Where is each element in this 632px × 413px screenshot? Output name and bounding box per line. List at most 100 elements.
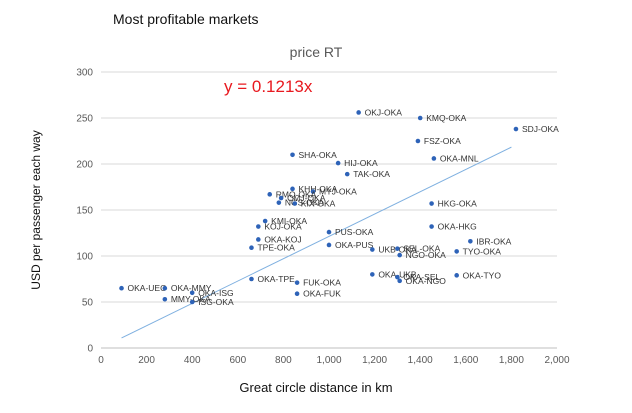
data-point [335, 160, 341, 166]
x-tick-label: 2,000 [544, 355, 569, 366]
data-point-label: OKA-MNL [440, 153, 479, 163]
y-tick-label: 100 [76, 252, 93, 263]
data-point [356, 110, 361, 115]
data-point-label: TAK-OKA [353, 169, 390, 179]
data-point [397, 278, 402, 284]
data-point-label: ISG-OKA [198, 297, 234, 307]
data-point-label: FSZ-OKA [424, 136, 461, 146]
data-point [431, 156, 437, 161]
data-point [249, 276, 254, 282]
data-point-label: OKA-MMY [171, 283, 212, 293]
y-tick-label: 300 [76, 68, 93, 79]
data-point-label: TPE-OKA [257, 243, 295, 253]
data-point-label: NGS-OKA [285, 198, 325, 208]
y-tick-label: 200 [76, 160, 93, 171]
data-point-label: PUS-OKA [335, 227, 374, 237]
data-point-label: OKA-ISG [198, 288, 233, 298]
data-point [292, 201, 298, 206]
data-point-label: CMJ-OKA [287, 193, 326, 203]
data-point-label: KMI-OKA [271, 216, 307, 226]
y-tick-label: 150 [76, 206, 93, 217]
data-point-label: OKA-NGO [406, 276, 447, 286]
data-point-label: OKA-FUK [303, 289, 341, 299]
trendline [121, 146, 512, 339]
x-tick-label: 600 [229, 355, 246, 366]
data-point-label: SEL-OKA [403, 244, 440, 254]
data-point [454, 273, 459, 278]
data-point [189, 290, 195, 296]
data-point [294, 291, 300, 297]
data-point [397, 252, 402, 258]
data-point [326, 229, 332, 235]
data-point [256, 224, 261, 229]
data-point-label: OKA-SEL [403, 272, 440, 282]
data-point [262, 218, 268, 224]
data-point-label: IBR-OKA [476, 236, 511, 246]
data-point [415, 138, 421, 144]
data-point [290, 152, 295, 158]
data-point [276, 200, 282, 205]
data-point-label: RMQ-OKA [276, 189, 317, 199]
data-point-label: KMQ-OKA [426, 113, 466, 123]
data-point [249, 245, 254, 251]
x-tick-label: 800 [275, 355, 292, 366]
y-tick-label: 250 [76, 114, 93, 125]
data-point [454, 249, 459, 254]
data-point [513, 126, 519, 132]
data-point-label: HKG-OKA [438, 199, 478, 209]
data-point-label: OKA-UEO [128, 283, 168, 293]
data-point [468, 238, 473, 244]
x-tick-label: 400 [184, 355, 201, 366]
data-point-label: OKA-TPE [257, 274, 295, 284]
x-tick-label: 0 [98, 355, 104, 366]
data-point [162, 296, 168, 302]
data-point-label: MYJ-OKA [319, 187, 357, 197]
data-point-label: OKA-TYO [463, 270, 502, 280]
x-tick-label: 200 [138, 355, 155, 366]
x-tick-label: 1,000 [316, 355, 341, 366]
data-point [290, 186, 295, 192]
y-tick-label: 50 [82, 298, 94, 309]
data-point-label: SHA-OKA [299, 150, 338, 160]
chart-title: price RT [289, 44, 343, 60]
data-point [278, 195, 284, 201]
data-point-label: SDJ-OKA [522, 124, 559, 134]
x-tick-label: 1,600 [453, 355, 478, 366]
trendline-equation: y = 0.1213x [224, 77, 313, 96]
data-point-label: KOJ-OKA [264, 222, 302, 232]
y-tick-label: 0 [87, 344, 93, 355]
data-point [294, 280, 300, 285]
data-point-label: KHH-OKA [299, 184, 338, 194]
x-axis-label: Great circle distance in km [239, 380, 393, 395]
data-point [162, 285, 168, 291]
data-point-label: OKA-KOJ [264, 234, 301, 244]
data-point [189, 299, 195, 305]
data-point [326, 242, 332, 248]
data-point [370, 272, 375, 277]
data-point [395, 274, 400, 280]
x-tick-label: 1,400 [408, 355, 433, 366]
page-heading: Most profitable markets [113, 11, 259, 27]
data-point [267, 192, 273, 197]
data-point [344, 171, 350, 177]
data-point [429, 224, 434, 229]
data-point-label: NGO-OKA [406, 250, 446, 260]
data-point [429, 201, 434, 206]
data-point-label: KIX-OKA [301, 199, 336, 209]
data-point-label: OKA-PUS [335, 240, 374, 250]
data-point [370, 247, 375, 252]
x-tick-label: 1,800 [499, 355, 524, 366]
data-point [395, 246, 400, 251]
x-tick-label: 1,200 [362, 355, 387, 366]
data-point-label: FUK-OKA [303, 278, 341, 288]
data-point-label: OKA-HKG [438, 222, 477, 232]
data-point [119, 285, 124, 291]
data-point-label: OKJ-OKA [365, 107, 403, 117]
data-point-label: OKA-UKB [378, 269, 417, 279]
data-point [417, 115, 423, 121]
data-point [310, 189, 316, 194]
data-point [256, 237, 261, 242]
data-point-label: HIJ-OKA [344, 158, 378, 168]
data-point-label: MMY-OKA [171, 294, 211, 304]
